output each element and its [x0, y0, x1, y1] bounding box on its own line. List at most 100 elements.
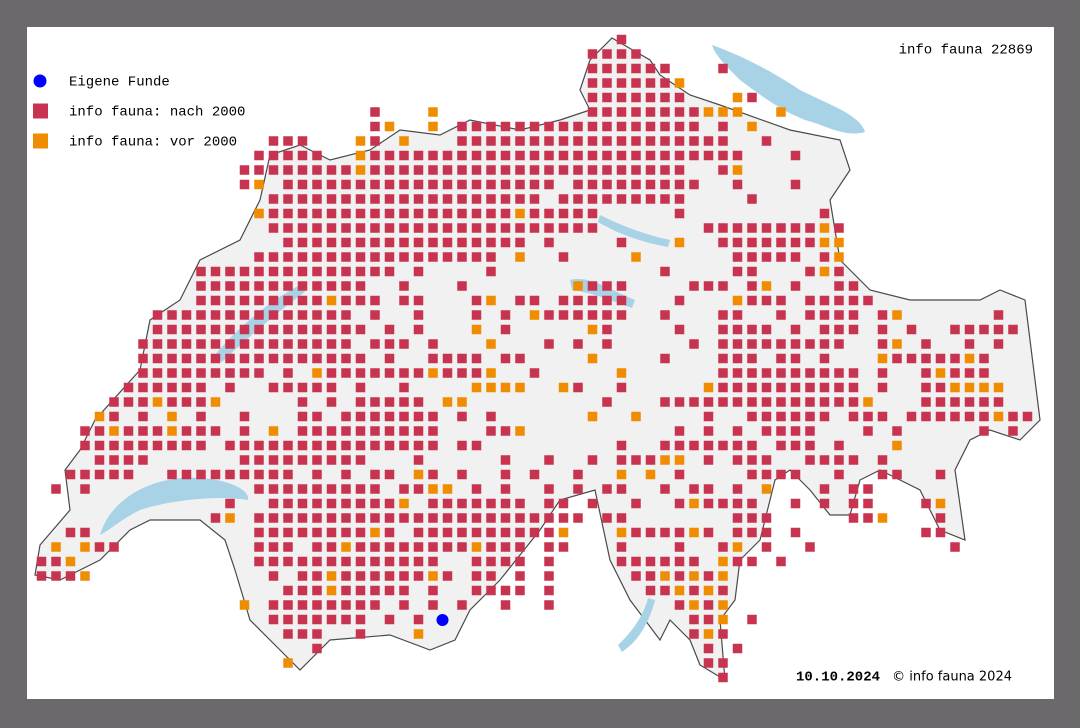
- record-after-2000: [732, 455, 743, 465]
- record-after-2000: [776, 295, 786, 306]
- record-after-2000: [413, 455, 424, 465]
- record-after-2000: [297, 498, 308, 509]
- record-after-2000: [747, 266, 757, 277]
- record-before-2000: [428, 121, 438, 132]
- record-after-2000: [428, 542, 438, 552]
- record-after-2000: [776, 237, 786, 248]
- record-after-2000: [892, 469, 902, 480]
- record-after-2000: [428, 179, 438, 190]
- record-after-2000: [297, 237, 308, 248]
- record-after-2000: [718, 165, 728, 175]
- record-after-2000: [674, 150, 685, 161]
- record-after-2000: [544, 165, 554, 175]
- record-after-2000: [51, 571, 61, 581]
- record-after-2000: [152, 353, 163, 364]
- record-after-2000: [138, 440, 148, 451]
- record-after-2000: [384, 324, 395, 335]
- record-after-2000: [747, 353, 757, 364]
- record-after-2000: [848, 324, 859, 335]
- record-before-2000: [718, 571, 728, 581]
- record-after-2000: [964, 397, 975, 407]
- record-after-2000: [138, 339, 148, 349]
- record-after-2000: [123, 382, 134, 393]
- record-after-2000: [370, 498, 380, 509]
- record-after-2000: [167, 310, 177, 320]
- record-after-2000: [950, 324, 960, 335]
- record-after-2000: [384, 614, 395, 625]
- record-before-2000: [51, 542, 61, 552]
- record-after-2000: [413, 571, 424, 581]
- record-after-2000: [355, 382, 366, 393]
- record-after-2000: [268, 498, 279, 509]
- record-after-2000: [602, 179, 612, 190]
- record-after-2000: [254, 455, 264, 465]
- record-after-2000: [645, 571, 656, 581]
- record-after-2000: [587, 179, 598, 190]
- record-after-2000: [297, 513, 308, 523]
- record-after-2000: [573, 150, 583, 161]
- record-after-2000: [616, 194, 627, 204]
- record-after-2000: [486, 426, 496, 436]
- record-after-2000: [297, 223, 308, 233]
- record-before-2000: [486, 382, 496, 393]
- record-after-2000: [645, 527, 656, 538]
- record-after-2000: [167, 339, 177, 349]
- record-after-2000: [355, 629, 366, 639]
- record-after-2000: [370, 571, 380, 581]
- record-after-2000: [268, 324, 279, 335]
- record-after-2000: [631, 455, 641, 465]
- record-after-2000: [718, 382, 728, 393]
- record-after-2000: [399, 600, 409, 610]
- record-after-2000: [645, 194, 656, 204]
- record-after-2000: [921, 368, 931, 378]
- record-after-2000: [703, 426, 714, 436]
- record-after-2000: [283, 252, 293, 262]
- record-after-2000: [254, 440, 264, 451]
- record-after-2000: [370, 426, 380, 436]
- record-after-2000: [805, 237, 815, 248]
- record-after-2000: [283, 353, 293, 364]
- record-after-2000: [413, 397, 424, 407]
- record-after-2000: [268, 382, 279, 393]
- record-after-2000: [761, 411, 772, 422]
- record-after-2000: [341, 252, 351, 262]
- record-after-2000: [355, 513, 366, 523]
- record-after-2000: [413, 324, 424, 335]
- record-after-2000: [906, 353, 917, 364]
- record-after-2000: [225, 281, 235, 291]
- record-after-2000: [703, 440, 714, 451]
- record-after-2000: [848, 382, 859, 393]
- record-after-2000: [529, 223, 540, 233]
- record-before-2000: [355, 150, 366, 161]
- record-after-2000: [631, 571, 641, 581]
- record-before-2000: [892, 440, 902, 451]
- record-after-2000: [819, 339, 830, 349]
- record-after-2000: [515, 223, 525, 233]
- record-after-2000: [384, 585, 395, 596]
- record-after-2000: [297, 136, 308, 146]
- record-after-2000: [558, 136, 569, 146]
- record-after-2000: [544, 208, 554, 219]
- record-after-2000: [268, 527, 279, 538]
- record-after-2000: [268, 600, 279, 610]
- record-after-2000: [515, 150, 525, 161]
- record-after-2000: [239, 281, 250, 291]
- record-after-2000: [413, 208, 424, 219]
- record-after-2000: [254, 165, 264, 175]
- record-after-2000: [370, 107, 380, 117]
- record-after-2000: [355, 571, 366, 581]
- record-after-2000: [109, 440, 119, 451]
- record-after-2000: [660, 92, 670, 103]
- record-after-2000: [819, 498, 830, 509]
- record-after-2000: [544, 121, 554, 132]
- record-after-2000: [341, 194, 351, 204]
- record-after-2000: [384, 150, 395, 161]
- record-before-2000: [834, 237, 844, 248]
- record-before-2000: [80, 571, 90, 581]
- record-after-2000: [790, 527, 801, 538]
- record-after-2000: [312, 165, 322, 175]
- record-after-2000: [703, 614, 714, 625]
- record-after-2000: [239, 353, 250, 364]
- record-after-2000: [326, 208, 337, 219]
- record-after-2000: [747, 397, 757, 407]
